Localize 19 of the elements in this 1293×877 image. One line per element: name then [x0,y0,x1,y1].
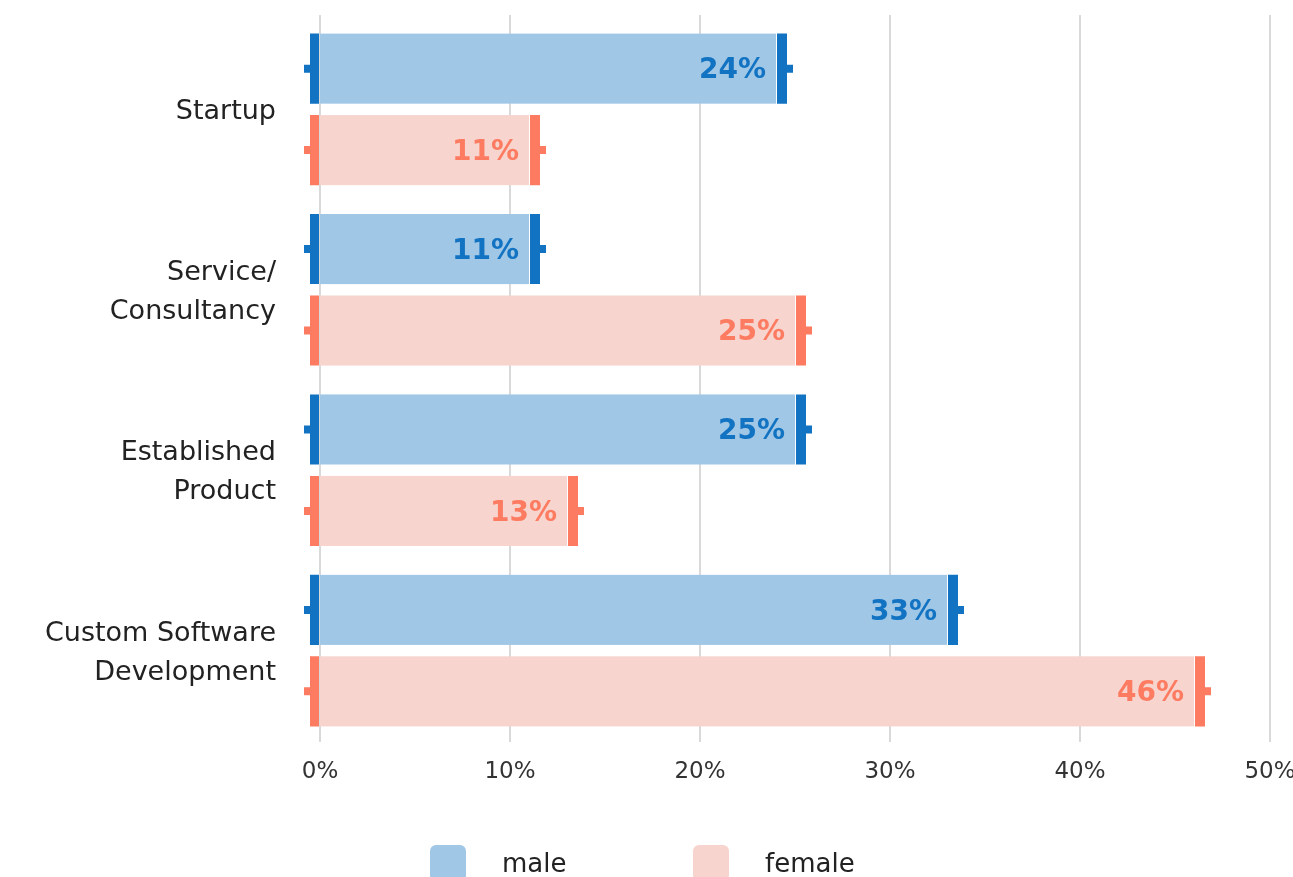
x-tick-label: 40% [1054,757,1106,783]
data-label: 13% [489,494,557,528]
legend-label: male [502,848,567,877]
data-label: 33% [869,593,937,627]
legend-label: female [765,848,855,877]
data-label: 11% [451,232,519,266]
x-tick-label: 20% [674,757,726,783]
y-tick-label: Established Product [120,435,276,506]
data-label: 24% [698,52,766,86]
y-tick-label: Service/ Consultancy [109,254,277,325]
data-label: 11% [451,133,519,167]
data-label: 25% [717,314,785,348]
x-tick-label: 30% [864,757,916,783]
y-tick-label: Custom Software Development [44,615,276,686]
data-label: 25% [717,413,785,447]
y-tick-label: Startup [175,93,276,125]
x-tick-label: 10% [484,757,536,783]
x-tick-label: 0% [301,757,339,783]
data-label: 46% [1116,675,1184,709]
